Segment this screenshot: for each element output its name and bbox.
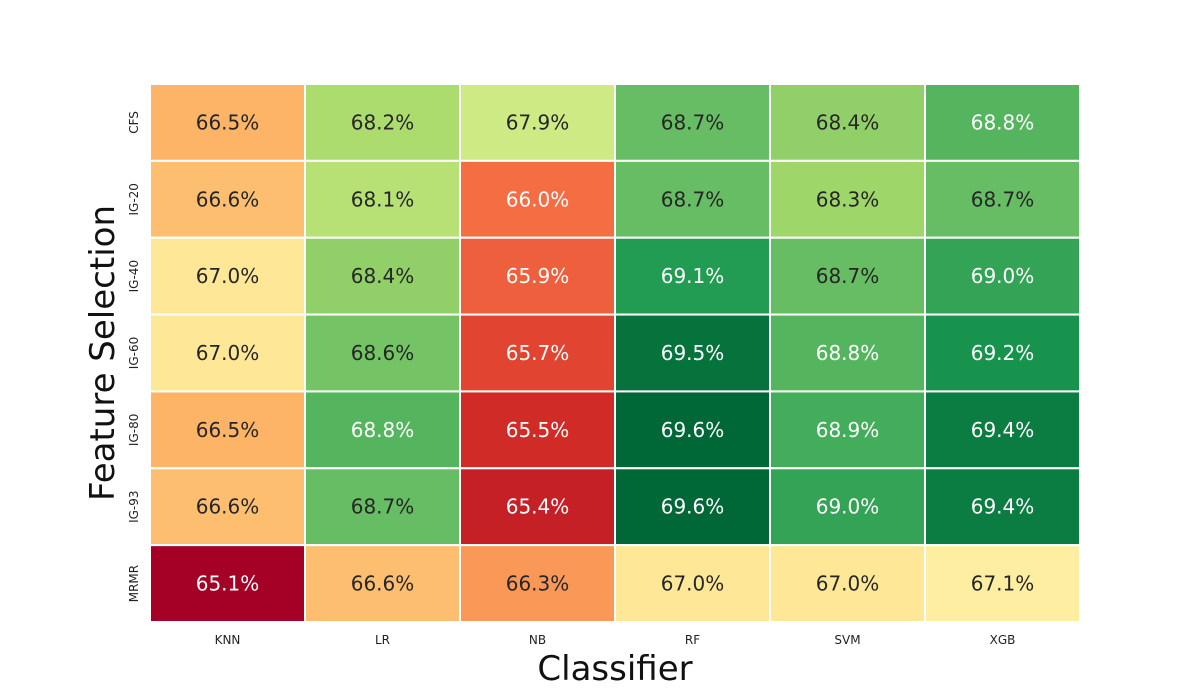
cell-value-label: 68.4% [351, 264, 415, 288]
x-tick-label: NB [529, 633, 546, 647]
cell-value-label: 69.1% [661, 264, 725, 288]
y-tick-label: CFS [127, 111, 141, 134]
cell-value-label: 66.6% [196, 495, 260, 519]
cell-value-label: 69.4% [971, 495, 1035, 519]
cell-value-label: 68.9% [816, 418, 880, 442]
cell-value-label: 68.6% [351, 341, 415, 365]
cell-value-label: 66.5% [196, 418, 260, 442]
cell-value-label: 65.1% [196, 572, 260, 596]
heatmap-cell [614, 313, 771, 393]
cell-value-label: 67.0% [661, 572, 725, 596]
x-axis-title: Classifier [537, 649, 692, 689]
x-tick-label: KNN [215, 633, 241, 647]
x-tick-label: LR [375, 633, 390, 647]
y-tick-label: IG-80 [127, 414, 141, 446]
heatmap-cell [924, 390, 1081, 470]
cell-value-label: 68.7% [661, 187, 725, 211]
cell-value-label: 68.7% [816, 264, 880, 288]
heatmap-cell [614, 159, 771, 239]
cell-value-label: 69.6% [661, 418, 725, 442]
heatmap-cell [304, 159, 461, 239]
cell-value-label: 66.6% [196, 187, 260, 211]
cell-value-label: 68.7% [661, 110, 725, 134]
cell-value-label: 66.0% [506, 187, 570, 211]
heatmap-cells: 66.5% 68.2% 67.9% 68.7% 68.4% 68.8% 66.6% 68.1%… [149, 83, 1081, 624]
heatmap-cell [459, 390, 616, 470]
cell-value-label: 68.7% [971, 187, 1035, 211]
heatmap-cell [614, 236, 771, 316]
cell-value-label: 68.7% [351, 495, 415, 519]
x-tick-labels: KNN LR NB RF SVM XGB [215, 633, 1016, 647]
cell-value-label: 68.1% [351, 187, 415, 211]
y-tick-label: MRMR [127, 565, 141, 602]
y-axis-title: Feature Selection [83, 205, 123, 501]
heatmap-cell [304, 83, 461, 162]
cell-value-label: 66.3% [506, 572, 570, 596]
y-tick-label: IG-20 [127, 183, 141, 215]
heatmap-cell [614, 390, 771, 470]
heatmap-cell [769, 236, 926, 316]
cell-value-label: 69.2% [971, 341, 1035, 365]
cell-value-label: 69.6% [661, 495, 725, 519]
y-tick-label: IG-40 [127, 260, 141, 292]
cell-value-label: 68.2% [351, 110, 415, 134]
cell-value-label: 66.5% [196, 110, 260, 134]
heatmap-cell [149, 83, 306, 162]
cell-value-label: 67.0% [816, 572, 880, 596]
cell-value-label: 65.7% [506, 341, 570, 365]
cell-value-label: 68.3% [816, 187, 880, 211]
cell-value-label: 65.9% [506, 264, 570, 288]
heatmap-cell [459, 544, 616, 624]
cell-value-label: 67.0% [196, 341, 260, 365]
cell-value-label: 68.8% [816, 341, 880, 365]
heatmap-cell [459, 83, 616, 162]
heatmap-cell [149, 467, 306, 547]
cell-value-label: 68.4% [816, 110, 880, 134]
heatmap-cell [614, 544, 771, 624]
heatmap-cell [149, 544, 306, 624]
x-tick-label: SVM [834, 633, 860, 647]
cell-value-label: 69.5% [661, 341, 725, 365]
heatmap-cell [924, 83, 1081, 162]
y-tick-label: IG-60 [127, 337, 141, 369]
heatmap-cell [149, 313, 306, 393]
heatmap-cell [304, 313, 461, 393]
heatmap-cell [924, 313, 1081, 393]
heatmap-cell [924, 159, 1081, 239]
cell-value-label: 66.6% [351, 572, 415, 596]
cell-value-label: 65.5% [506, 418, 570, 442]
heatmap-cell [459, 313, 616, 393]
cell-value-label: 69.0% [971, 264, 1035, 288]
heatmap-cell [924, 467, 1081, 547]
cell-value-label: 67.9% [506, 110, 570, 134]
cell-value-label: 67.1% [971, 572, 1035, 596]
heatmap-cell [769, 390, 926, 470]
heatmap-cell [304, 236, 461, 316]
y-tick-labels: CFS IG-20 IG-40 IG-60 IG-80 IG-93 MRMR [127, 111, 141, 602]
cell-value-label: 68.8% [971, 110, 1035, 134]
cell-value-label: 69.0% [816, 495, 880, 519]
heatmap-cell [149, 390, 306, 470]
heatmap-cell [304, 544, 461, 624]
x-tick-label: RF [685, 633, 700, 647]
cell-value-label: 65.4% [506, 495, 570, 519]
heatmap-cell [769, 313, 926, 393]
cell-value-label: 69.4% [971, 418, 1035, 442]
heatmap-cell [924, 236, 1081, 316]
cell-value-label: 67.0% [196, 264, 260, 288]
x-tick-label: XGB [990, 633, 1016, 647]
cell-value-label: 68.8% [351, 418, 415, 442]
heatmap-cell [924, 544, 1081, 624]
y-tick-label: IG-93 [127, 490, 141, 522]
heatmap-cell [769, 544, 926, 624]
